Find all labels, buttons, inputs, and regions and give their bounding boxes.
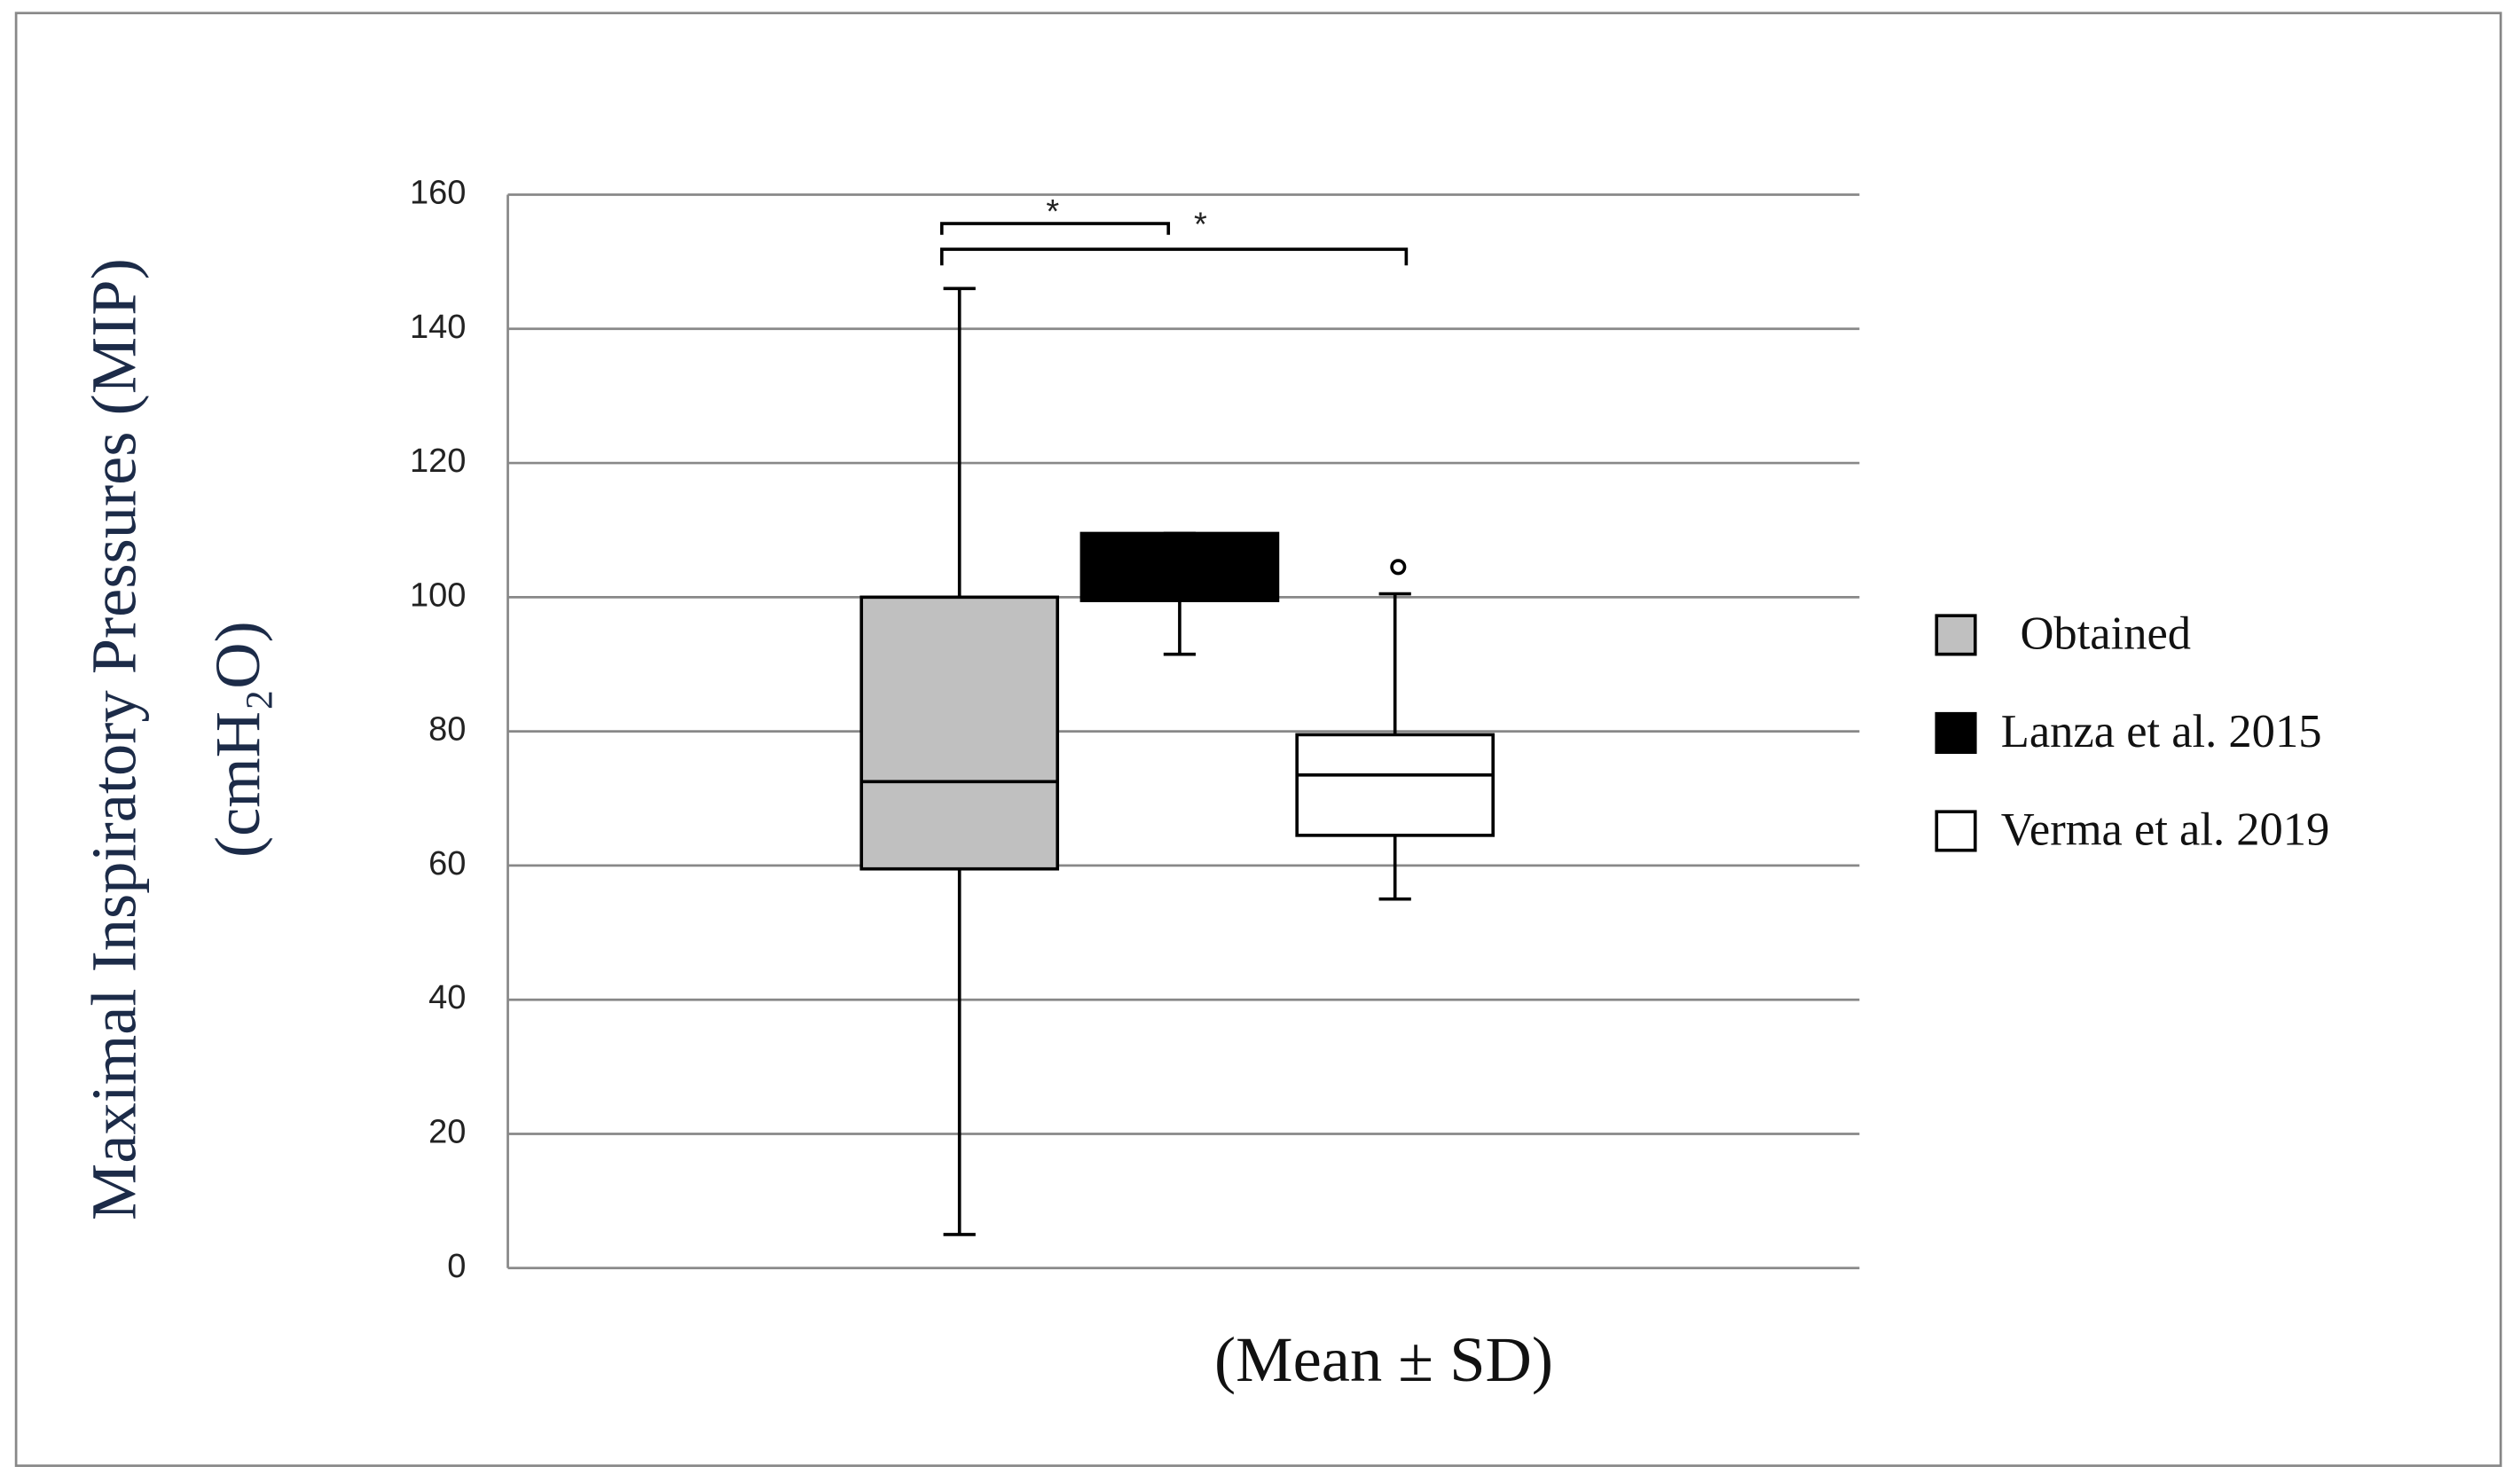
- annotation: *: [1046, 193, 1059, 231]
- box: [1079, 531, 1280, 602]
- y-axis-title: (cmH₂O): [201, 621, 273, 858]
- outlier: [1390, 559, 1407, 576]
- bracket: [939, 222, 1171, 235]
- y-tick-label: 80: [428, 711, 466, 749]
- legend-swatch: [1935, 810, 1977, 852]
- frame: [14, 12, 2502, 1468]
- y-axis-title: Maximal Inspiratory Pressures (MIP): [78, 258, 150, 1220]
- x-axis-title: (Mean ± SD): [1214, 1323, 1553, 1395]
- box: [860, 595, 1060, 871]
- legend-swatch: [1935, 711, 1977, 754]
- legend-label: Lanza et al. 2015: [2001, 706, 2322, 757]
- annotation: *: [1194, 207, 1207, 244]
- legend-swatch: [1935, 614, 1977, 656]
- significance-brackets: [939, 222, 1409, 266]
- y-tick-label: 40: [428, 979, 466, 1016]
- legend-label: Verma et al. 2019: [2001, 804, 2330, 856]
- y-tick-label: 120: [410, 443, 466, 480]
- y-tick-label: 160: [410, 175, 466, 212]
- y-tick-label: 60: [428, 845, 466, 882]
- y-tick-label: 0: [447, 1248, 466, 1285]
- box: [1295, 733, 1496, 837]
- y-tick-label: 100: [410, 576, 466, 614]
- bracket: [939, 247, 1409, 266]
- y-tick-label: 140: [410, 309, 466, 346]
- legend-label: Obtained: [2021, 608, 2192, 660]
- y-tick-label: 20: [428, 1114, 466, 1151]
